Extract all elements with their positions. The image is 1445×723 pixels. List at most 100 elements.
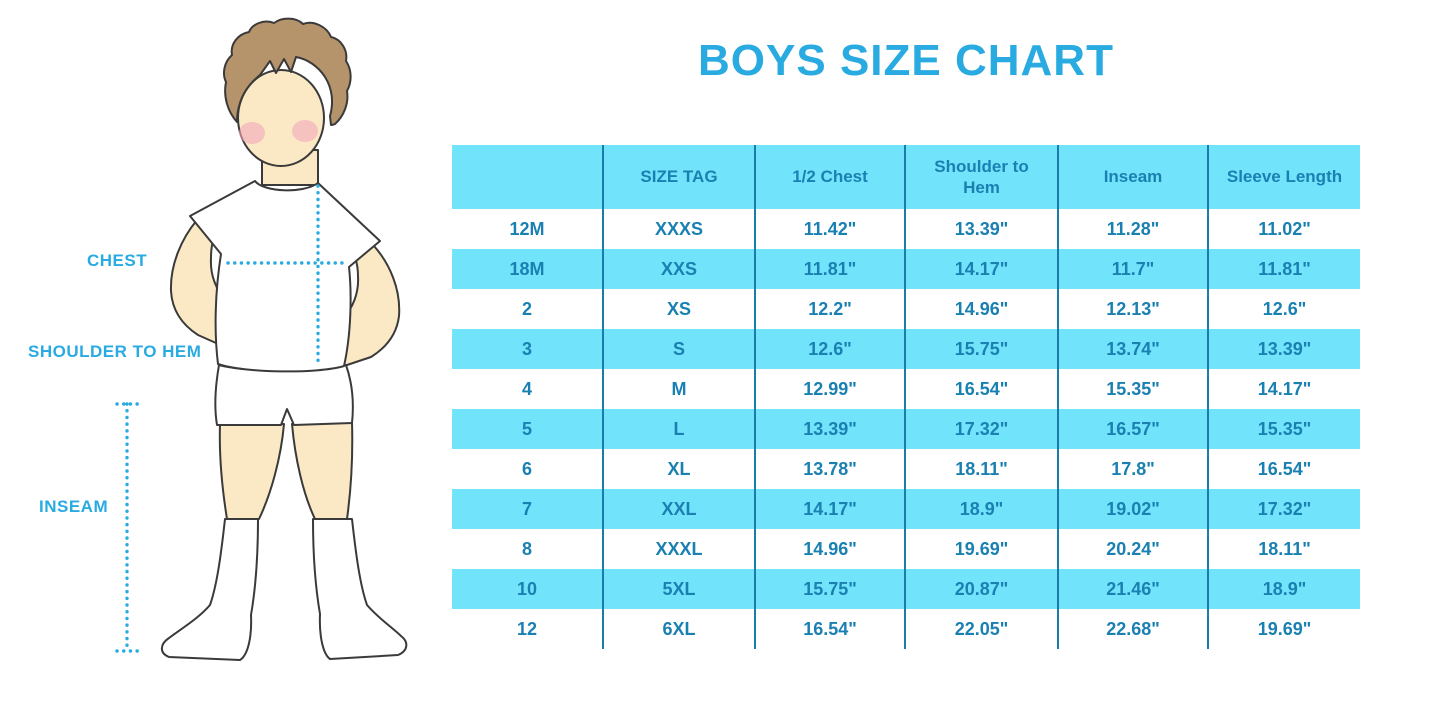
value-cell: 13.74" bbox=[1057, 329, 1208, 369]
value-cell: 17.8" bbox=[1057, 449, 1208, 489]
page-title: BOYS SIZE CHART bbox=[698, 36, 1114, 85]
value-cell: 13.39" bbox=[904, 209, 1058, 249]
header-cell-size bbox=[452, 145, 603, 209]
boy-leg-left bbox=[218, 423, 285, 520]
row-size-cell: 12 bbox=[452, 609, 603, 649]
value-cell: 12.99" bbox=[754, 369, 905, 409]
value-cell: 6XL bbox=[602, 609, 755, 649]
table-row: 12M XXXS 11.42" 13.39" 11.28" 11.02" bbox=[452, 209, 1360, 249]
value-cell: 18.11" bbox=[904, 449, 1058, 489]
value-cell: 15.35" bbox=[1057, 369, 1208, 409]
value-cell: 15.75" bbox=[904, 329, 1058, 369]
value-cell: 20.24" bbox=[1057, 529, 1208, 569]
value-cell: S bbox=[602, 329, 755, 369]
header-cell-inseam: Inseam bbox=[1057, 145, 1208, 209]
value-cell: 16.54" bbox=[1207, 449, 1360, 489]
boy-sock-left bbox=[160, 518, 259, 661]
inseam-label: INSEAM bbox=[39, 497, 109, 516]
value-cell: 11.02" bbox=[1207, 209, 1360, 249]
value-cell: 16.54" bbox=[754, 609, 905, 649]
table-row: 18M XXS 11.81" 14.17" 11.7" 11.81" bbox=[452, 249, 1360, 289]
value-cell: XL bbox=[602, 449, 755, 489]
row-size-cell: 10 bbox=[452, 569, 603, 609]
value-cell: 20.87" bbox=[904, 569, 1058, 609]
value-cell: 11.28" bbox=[1057, 209, 1208, 249]
value-cell: 17.32" bbox=[1207, 489, 1360, 529]
value-cell: 14.96" bbox=[904, 289, 1058, 329]
table-row: 6 XL 13.78" 18.11" 17.8" 16.54" bbox=[452, 449, 1360, 489]
measurement-figure: CHEST SHOULDER TO HEM INSEAM bbox=[0, 0, 460, 723]
value-cell: M bbox=[602, 369, 755, 409]
value-cell: 14.17" bbox=[904, 249, 1058, 289]
value-cell: 12.6" bbox=[754, 329, 905, 369]
value-cell: 14.17" bbox=[754, 489, 905, 529]
value-cell: 13.39" bbox=[754, 409, 905, 449]
row-size-cell: 3 bbox=[452, 329, 603, 369]
value-cell: XS bbox=[602, 289, 755, 329]
boy-leg-right bbox=[291, 421, 354, 520]
value-cell: 17.32" bbox=[904, 409, 1058, 449]
boy-hair bbox=[223, 17, 352, 126]
boy-illustration bbox=[115, 17, 408, 661]
value-cell: 19.69" bbox=[904, 529, 1058, 569]
value-cell: 11.81" bbox=[754, 249, 905, 289]
size-table: SIZE TAG 1/2 Chest Shoulder to Hem Insea… bbox=[452, 145, 1360, 649]
header-cell-sleeve-length: Sleeve Length bbox=[1207, 145, 1360, 209]
value-cell: 19.69" bbox=[1207, 609, 1360, 649]
value-cell: 14.17" bbox=[1207, 369, 1360, 409]
boy-shirt bbox=[189, 180, 381, 373]
row-size-cell: 6 bbox=[452, 449, 603, 489]
value-cell: XXS bbox=[602, 249, 755, 289]
blush-left bbox=[239, 122, 265, 144]
shoulder-to-hem-label: SHOULDER TO HEM bbox=[28, 342, 202, 361]
value-cell: 11.42" bbox=[754, 209, 905, 249]
row-size-cell: 2 bbox=[452, 289, 603, 329]
row-size-cell: 18M bbox=[452, 249, 603, 289]
table-row: 12 6XL 16.54" 22.05" 22.68" 19.69" bbox=[452, 609, 1360, 649]
header-row: SIZE TAG 1/2 Chest Shoulder to Hem Insea… bbox=[452, 145, 1360, 209]
header-cell-size-tag: SIZE TAG bbox=[602, 145, 755, 209]
blush-right bbox=[292, 120, 318, 142]
row-size-cell: 8 bbox=[452, 529, 603, 569]
table-row: 8 XXXL 14.96" 19.69" 20.24" 18.11" bbox=[452, 529, 1360, 569]
row-size-cell: 7 bbox=[452, 489, 603, 529]
value-cell: 22.05" bbox=[904, 609, 1058, 649]
value-cell: 13.39" bbox=[1207, 329, 1360, 369]
value-cell: 12.2" bbox=[754, 289, 905, 329]
chest-label: CHEST bbox=[87, 251, 148, 270]
value-cell: 11.7" bbox=[1057, 249, 1208, 289]
row-size-cell: 5 bbox=[452, 409, 603, 449]
boy-sock-right bbox=[312, 518, 408, 660]
table-row: 2 XS 12.2" 14.96" 12.13" 12.6" bbox=[452, 289, 1360, 329]
table-row: 7 XXL 14.17" 18.9" 19.02" 17.32" bbox=[452, 489, 1360, 529]
value-cell: 16.57" bbox=[1057, 409, 1208, 449]
value-cell: 14.96" bbox=[754, 529, 905, 569]
header-cell-shoulder-to-hem: Shoulder to Hem bbox=[904, 145, 1058, 209]
value-cell: 13.78" bbox=[754, 449, 905, 489]
size-table-body: 12M XXXS 11.42" 13.39" 11.28" 11.02" 18M XXS 11.… bbox=[452, 209, 1360, 649]
row-size-cell: 4 bbox=[452, 369, 603, 409]
value-cell: L bbox=[602, 409, 755, 449]
table-row: 3 S 12.6" 15.75" 13.74" 13.39" bbox=[452, 329, 1360, 369]
value-cell: XXXL bbox=[602, 529, 755, 569]
value-cell: 5XL bbox=[602, 569, 755, 609]
boy-shorts bbox=[214, 364, 354, 426]
row-size-cell: 12M bbox=[452, 209, 603, 249]
table-row: 5 L 13.39" 17.32" 16.57" 15.35" bbox=[452, 409, 1360, 449]
value-cell: 11.81" bbox=[1207, 249, 1360, 289]
value-cell: 16.54" bbox=[904, 369, 1058, 409]
value-cell: 21.46" bbox=[1057, 569, 1208, 609]
value-cell: 15.35" bbox=[1207, 409, 1360, 449]
header-cell-half-chest: 1/2 Chest bbox=[754, 145, 905, 209]
value-cell: 12.6" bbox=[1207, 289, 1360, 329]
value-cell: 12.13" bbox=[1057, 289, 1208, 329]
value-cell: 22.68" bbox=[1057, 609, 1208, 649]
value-cell: 18.11" bbox=[1207, 529, 1360, 569]
value-cell: XXL bbox=[602, 489, 755, 529]
value-cell: 15.75" bbox=[754, 569, 905, 609]
value-cell: 18.9" bbox=[1207, 569, 1360, 609]
table-row: 10 5XL 15.75" 20.87" 21.46" 18.9" bbox=[452, 569, 1360, 609]
value-cell: 18.9" bbox=[904, 489, 1058, 529]
table-row: 4 M 12.99" 16.54" 15.35" 14.17" bbox=[452, 369, 1360, 409]
